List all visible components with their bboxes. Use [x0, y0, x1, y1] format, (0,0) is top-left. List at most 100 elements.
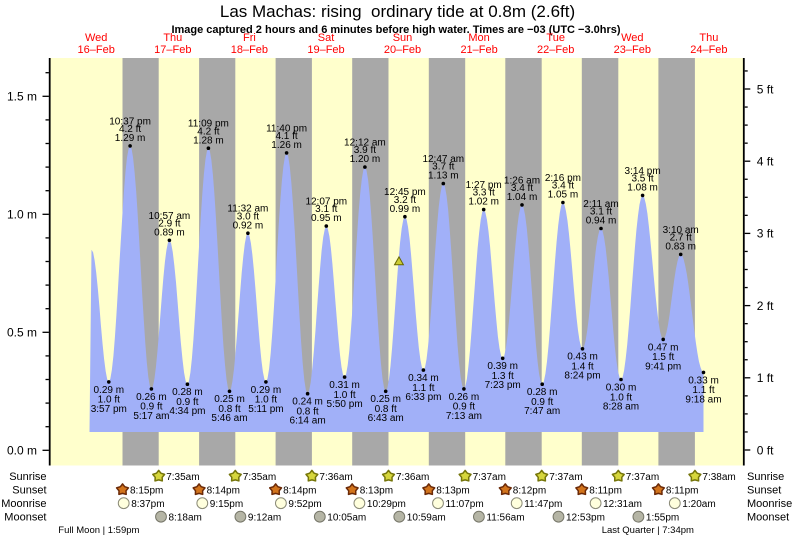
svg-text:0.33 m: 0.33 m [688, 375, 719, 386]
svg-text:1.4 ft: 1.4 ft [571, 362, 593, 373]
svg-text:3 ft: 3 ft [757, 227, 774, 241]
svg-text:Image captured 2 hours and 6 m: Image captured 2 hours and 6 minutes bef… [171, 24, 620, 36]
svg-text:7:37am: 7:37am [626, 472, 659, 483]
svg-text:5:46 am: 5:46 am [211, 413, 247, 424]
svg-text:10:37 pm: 10:37 pm [109, 116, 151, 127]
svg-text:Sun: Sun [393, 32, 413, 44]
svg-text:0.43 m: 0.43 m [567, 352, 598, 363]
svg-text:Thu: Thu [699, 32, 718, 44]
svg-text:Sat: Sat [318, 32, 335, 44]
svg-text:0.34 m: 0.34 m [408, 373, 439, 384]
svg-text:Sunrise: Sunrise [9, 471, 46, 483]
svg-text:8:24 pm: 8:24 pm [564, 371, 600, 382]
svg-text:8:15pm: 8:15pm [130, 485, 163, 496]
svg-text:9:18 am: 9:18 am [685, 394, 721, 405]
svg-text:8:37pm: 8:37pm [131, 499, 164, 510]
svg-text:7:23 pm: 7:23 pm [485, 380, 521, 391]
svg-text:3.0 ft: 3.0 ft [237, 211, 259, 222]
svg-text:6:33 pm: 6:33 pm [405, 392, 441, 403]
svg-text:Thu: Thu [163, 32, 182, 44]
svg-text:21–Feb: 21–Feb [460, 44, 497, 56]
svg-text:Sunset: Sunset [12, 485, 46, 497]
svg-text:2.9 ft: 2.9 ft [158, 218, 180, 229]
svg-text:1.0 ft: 1.0 ft [333, 390, 355, 401]
svg-text:8:28 am: 8:28 am [603, 401, 639, 412]
svg-text:8:11pm: 8:11pm [666, 485, 699, 496]
svg-text:0.25 m: 0.25 m [214, 394, 245, 405]
svg-text:5:17 am: 5:17 am [133, 411, 169, 422]
svg-text:3:57 pm: 3:57 pm [91, 404, 127, 415]
svg-text:Las Machas: rising ordinary t: Las Machas: rising ordinary tide at 0.8m… [220, 2, 575, 21]
svg-text:1:55pm: 1:55pm [646, 512, 679, 523]
svg-text:8:12pm: 8:12pm [513, 485, 546, 496]
svg-text:10:57 am: 10:57 am [149, 211, 191, 222]
svg-text:Fri: Fri [243, 32, 256, 44]
svg-text:Last Quarter | 7:34pm: Last Quarter | 7:34pm [602, 525, 694, 536]
svg-text:Moonset: Moonset [4, 512, 46, 524]
svg-text:1.0 ft: 1.0 ft [98, 395, 120, 406]
svg-text:0.83 m: 0.83 m [665, 242, 696, 253]
svg-text:4.2 ft: 4.2 ft [197, 126, 219, 137]
svg-text:3.4 ft: 3.4 ft [552, 181, 574, 192]
svg-text:12:53pm: 12:53pm [566, 512, 605, 523]
svg-text:11:09 pm: 11:09 pm [188, 119, 229, 130]
svg-text:0.29 m: 0.29 m [251, 385, 282, 396]
svg-text:1.26 m: 1.26 m [271, 140, 302, 151]
svg-text:16–Feb: 16–Feb [78, 44, 115, 56]
svg-text:0.39 m: 0.39 m [487, 361, 518, 372]
svg-text:8:18am: 8:18am [169, 512, 202, 523]
svg-text:7:38am: 7:38am [702, 472, 735, 483]
svg-text:3:10 am: 3:10 am [663, 225, 699, 236]
svg-text:7:13 am: 7:13 am [446, 411, 482, 422]
svg-text:1.08 m: 1.08 m [627, 183, 658, 194]
svg-text:0.0 m: 0.0 m [7, 444, 37, 458]
svg-text:23–Feb: 23–Feb [614, 44, 651, 56]
svg-text:0.9 ft: 0.9 ft [531, 397, 553, 408]
svg-text:Moonrise: Moonrise [1, 498, 46, 510]
svg-text:1.1 ft: 1.1 ft [412, 383, 434, 394]
svg-text:Sunset: Sunset [747, 485, 781, 497]
svg-text:1.5 ft: 1.5 ft [652, 352, 674, 363]
svg-text:3.5 ft: 3.5 ft [631, 174, 653, 185]
svg-text:3:14 pm: 3:14 pm [625, 166, 661, 177]
svg-text:3.2 ft: 3.2 ft [394, 195, 416, 206]
svg-text:9:12am: 9:12am [248, 512, 281, 523]
svg-text:7:35am: 7:35am [243, 472, 276, 483]
svg-text:0.47 m: 0.47 m [648, 342, 679, 353]
svg-text:Wed: Wed [85, 32, 107, 44]
svg-text:3.1 ft: 3.1 ft [590, 207, 612, 218]
svg-text:0.9 ft: 0.9 ft [453, 402, 475, 413]
svg-text:22–Feb: 22–Feb [537, 44, 574, 56]
svg-text:0.92 m: 0.92 m [233, 220, 264, 231]
svg-text:12:47 am: 12:47 am [422, 154, 464, 165]
svg-text:1.20 m: 1.20 m [350, 154, 381, 165]
svg-text:Moonrise: Moonrise [747, 498, 792, 510]
svg-text:1.5 m: 1.5 m [7, 90, 37, 104]
svg-text:0.8 ft: 0.8 ft [375, 404, 397, 415]
svg-text:10:59am: 10:59am [407, 512, 446, 523]
svg-text:4 ft: 4 ft [757, 155, 774, 169]
svg-text:1.05 m: 1.05 m [548, 190, 579, 201]
svg-text:2:11 am: 2:11 am [583, 199, 618, 210]
svg-text:1.04 m: 1.04 m [507, 192, 538, 203]
svg-text:12:45 pm: 12:45 pm [384, 187, 426, 198]
svg-text:11:32 am: 11:32 am [227, 204, 268, 215]
svg-text:11:40 pm: 11:40 pm [266, 123, 307, 134]
svg-text:3.4 ft: 3.4 ft [511, 183, 533, 194]
svg-text:17–Feb: 17–Feb [154, 44, 191, 56]
svg-text:1:20am: 1:20am [682, 499, 715, 510]
svg-text:10:05am: 10:05am [327, 512, 366, 523]
svg-text:0.94 m: 0.94 m [586, 216, 617, 227]
svg-text:0.31 m: 0.31 m [329, 380, 360, 391]
svg-text:19–Feb: 19–Feb [307, 44, 344, 56]
svg-text:0.8 ft: 0.8 ft [296, 407, 318, 418]
svg-text:12:31am: 12:31am [603, 499, 642, 510]
svg-text:0.29 m: 0.29 m [94, 385, 125, 396]
svg-text:8:11pm: 8:11pm [589, 485, 622, 496]
svg-text:0.30 m: 0.30 m [606, 382, 637, 393]
svg-text:6:14 am: 6:14 am [290, 416, 326, 427]
svg-text:2.7 ft: 2.7 ft [670, 233, 692, 244]
svg-text:Tue: Tue [546, 32, 565, 44]
svg-text:7:37am: 7:37am [473, 472, 506, 483]
svg-text:5:11 pm: 5:11 pm [248, 404, 283, 415]
